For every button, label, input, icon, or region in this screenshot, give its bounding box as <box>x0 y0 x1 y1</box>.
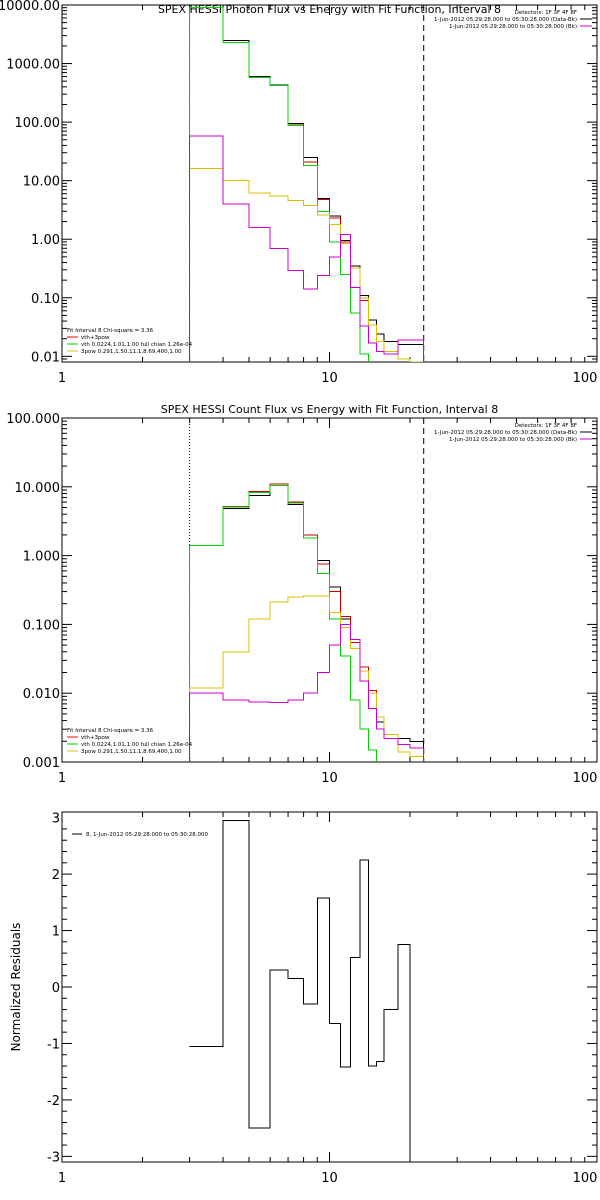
series-vth-3pow <box>189 483 425 762</box>
y-tick-label: 100.00 <box>15 116 61 131</box>
legend-entry: Fit Interval 8 Chi-square = 3.36 <box>67 728 154 734</box>
series-vth-3pow <box>189 7 425 362</box>
series-3pow <box>189 595 425 762</box>
series-data-bk <box>189 7 425 362</box>
y-tick-label: 0 <box>52 981 60 996</box>
y-tick-label: -1 <box>47 1037 60 1052</box>
legend-entry: 3pow 0.291,1.50,11.1,8.69,400,1.00 <box>81 349 182 355</box>
series-3pow <box>189 168 425 362</box>
legend-entry: vth 0.0224,1.01,1.00 full chian 1.26e-04 <box>81 342 193 348</box>
x-tick-label: 1 <box>58 1171 66 1186</box>
series-bk <box>189 135 425 362</box>
y-axis-label: Normalized Residuals <box>9 923 23 1052</box>
plot-panel-1: SPEX HESSI Photon Flux vs Energy with Fi… <box>0 0 598 386</box>
y-tick-label: 1.000 <box>23 550 60 565</box>
header-line: 1-Jun-2012 05:29:28.000 to 05:30:28.000 … <box>434 17 577 23</box>
y-tick-label: 0.010 <box>23 687 60 702</box>
y-tick-label: 0.10 <box>31 292 60 307</box>
y-tick-label: -2 <box>47 1094 60 1109</box>
x-tick-label: 1 <box>58 771 66 786</box>
axes-frame <box>61 4 598 363</box>
y-tick-label: 1000.00 <box>6 58 60 73</box>
x-tick-label: 100 <box>573 1171 598 1186</box>
y-tick-label: 0.001 <box>23 756 60 771</box>
series-vth <box>189 7 370 362</box>
legend-entry: vth 0.0224,1.01,1.00 full chian 1.26e-04 <box>81 742 193 748</box>
y-tick-label: 10.000 <box>15 481 61 496</box>
series-group <box>189 7 425 362</box>
y-tick-label: 100.000 <box>6 412 60 427</box>
legend-entry: vth+3pow <box>81 335 110 341</box>
header-line: 1-Jun-2012 05:29:28.000 to 05:30:28.000 … <box>449 437 577 443</box>
y-tick-label: 3 <box>52 812 60 827</box>
y-tick-label: 0.01 <box>31 350 60 365</box>
y-tick-label: -3 <box>47 1150 60 1165</box>
plot-panel-3: Normalized Residuals 1 10 100 -3 -2 -1 0 1 2 3 8, 1… <box>9 811 598 1186</box>
chart-title: SPEX HESSI Count Flux vs Energy with Fit… <box>161 403 498 416</box>
y-tick-label: 0.100 <box>23 618 60 633</box>
header-line: Detectors: 1F 3F 4F 8F <box>515 10 577 16</box>
x-tick-label: 10 <box>321 1171 338 1186</box>
x-tick-label: 100 <box>573 771 598 786</box>
series-vth <box>189 484 378 762</box>
series-bk <box>189 623 425 762</box>
legend-entry: 3pow 0.291,1.50,11.1,8.69,400,1.00 <box>81 749 182 755</box>
x-tick-label: 100 <box>573 371 598 386</box>
legend-entry: 8, 1-Jun-2012 05:29:28.000 to 05:30:28.0… <box>86 832 209 838</box>
legend-entry: vth+3pow <box>81 735 110 741</box>
header-line: 1-Jun-2012 05:29:28.000 to 05:30:28.000 … <box>434 430 577 436</box>
header-line: Detectors: 1F 3F 4F 8F <box>515 423 577 429</box>
y-tick-label: 1.00 <box>31 233 60 248</box>
plot-panel-2: SPEX HESSI Count Flux vs Energy with Fit… <box>6 403 598 786</box>
y-tick-label: 1 <box>52 925 60 940</box>
y-tick-label: 10.00 <box>23 175 60 190</box>
header-line: 1-Jun-2012 05:29:28.000 to 05:30:28.000 … <box>449 24 577 30</box>
x-tick-label: 10 <box>321 371 338 386</box>
series-data-bk <box>189 484 425 762</box>
series-group <box>189 483 425 762</box>
series-8 <box>189 819 411 1162</box>
legend-entry: Fit Interval 8 Chi-square = 3.36 <box>67 328 154 334</box>
x-tick-label: 1 <box>58 371 66 386</box>
series-group <box>189 819 411 1162</box>
y-tick-label: 10000.00 <box>0 0 60 14</box>
y-tick-label: 2 <box>52 868 60 883</box>
x-tick-label: 10 <box>321 771 338 786</box>
